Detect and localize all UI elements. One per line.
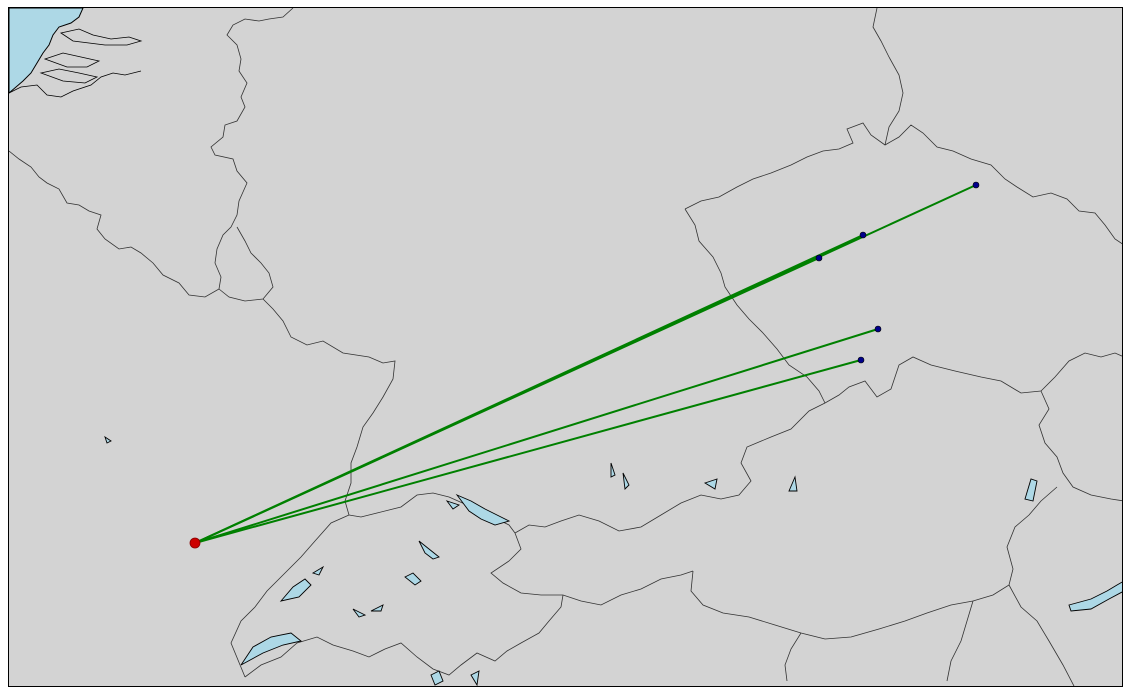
land-background xyxy=(9,8,1122,686)
destination-marker xyxy=(874,325,882,333)
coastline xyxy=(59,28,143,46)
coastline xyxy=(43,52,101,68)
route-markers xyxy=(189,181,980,549)
route-line xyxy=(194,359,862,544)
destination-marker xyxy=(857,356,865,364)
destination-marker xyxy=(972,181,980,189)
route-line xyxy=(194,328,879,544)
route-lines xyxy=(194,184,977,544)
map-frame xyxy=(8,7,1123,687)
coastline xyxy=(39,68,99,84)
map-canvas xyxy=(9,8,1122,686)
sea-area xyxy=(9,8,84,94)
country-borders xyxy=(9,8,1122,686)
destination-marker xyxy=(859,231,867,239)
route-line xyxy=(194,257,820,544)
destination-marker xyxy=(815,254,823,262)
coastline xyxy=(9,70,142,98)
origin-marker xyxy=(189,537,201,549)
lakes xyxy=(104,435,1122,686)
